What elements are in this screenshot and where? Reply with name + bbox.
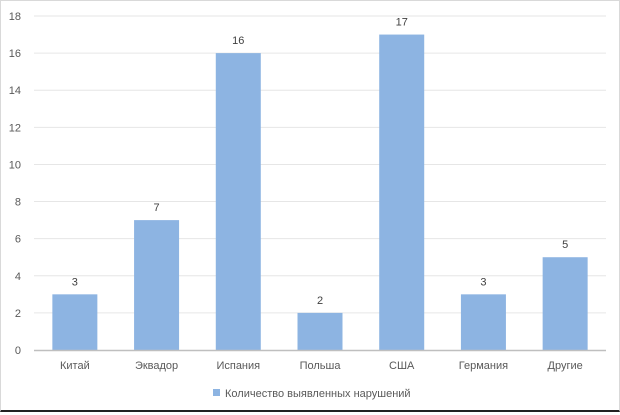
y-tick-label: 0 [15,345,21,357]
y-tick-label: 18 [9,11,21,23]
data-label: 3 [480,276,486,288]
y-tick-label: 2 [15,308,21,320]
y-tick-label: 8 [15,197,21,209]
y-tick-label: 10 [9,159,21,171]
y-tick-label: 14 [9,85,21,97]
bar [379,34,425,351]
x-tick-label: Испания [216,360,260,372]
legend-label: Количество выявленных нарушений [225,388,411,400]
x-tick-label: Польша [300,360,342,372]
y-tick-label: 16 [9,48,21,60]
data-label: 16 [232,35,244,47]
data-label: 3 [72,276,78,288]
x-tick-label: Германия [459,360,508,372]
x-tick-label: США [389,360,415,372]
y-tick-label: 6 [15,234,21,246]
bar [297,312,343,350]
bar [134,220,180,350]
bar [215,53,261,350]
bar [542,257,588,350]
y-tick-label: 4 [15,271,21,283]
legend-swatch-icon [213,389,220,396]
x-tick-label: Другие [548,360,583,372]
bar [460,294,506,350]
data-label: 5 [562,239,568,251]
data-label: 7 [154,202,160,214]
x-tick-label: Китай [60,360,90,372]
x-tick-label: Эквадор [135,360,178,372]
data-label: 2 [317,295,323,307]
y-tick-label: 12 [9,122,21,134]
bar [52,294,98,350]
data-label: 17 [396,17,408,29]
